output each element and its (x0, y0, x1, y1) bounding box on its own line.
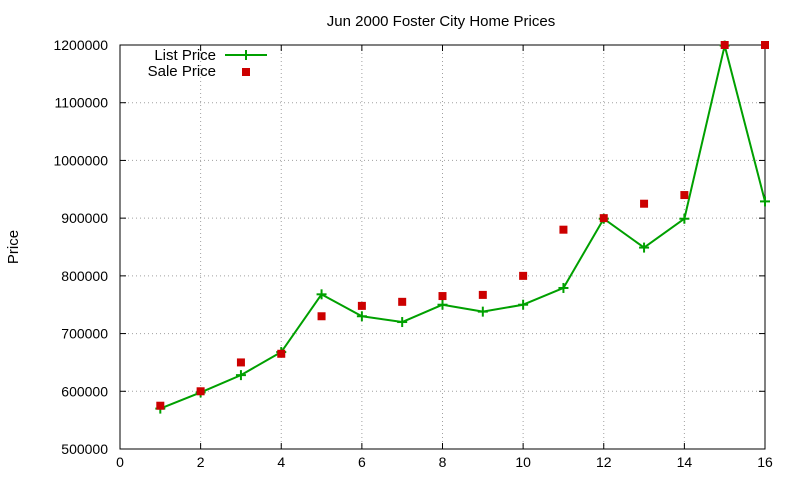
list-price-point (558, 282, 569, 293)
sale-price-point (438, 292, 447, 301)
y-tick-label: 1000000 (53, 152, 108, 168)
y-tick-label: 1200000 (53, 37, 108, 53)
list-price-line (159, 44, 766, 410)
axes (119, 44, 766, 450)
list-price-point (477, 306, 488, 317)
list-price-point (437, 299, 448, 310)
y-tick-label: 1100000 (55, 95, 109, 111)
sale-price-point (519, 271, 528, 280)
sale-price-point (277, 349, 286, 358)
chart-title: Jun 2000 Foster City Home Prices (327, 13, 555, 30)
list-price-point (397, 317, 408, 328)
x-tick-label: 12 (596, 454, 612, 470)
x-tick-labels: 0 2 4 6 8 10 12 14 16 (116, 454, 773, 470)
sale-price-point (599, 214, 608, 223)
x-tick-label: 16 (757, 454, 773, 470)
y-axis-label: Price (5, 230, 22, 264)
sale-price-point (761, 41, 769, 49)
list-price-point (518, 299, 529, 310)
grid-lines (120, 45, 765, 449)
y-tick-label: 900000 (61, 210, 108, 226)
legend-label-list-price: List Price (154, 47, 216, 64)
list-price-point (679, 213, 690, 224)
legend-marker-list-price (241, 50, 251, 60)
sale-price-point (317, 312, 326, 321)
y-tick-label: 800000 (61, 268, 108, 284)
sale-price-point (559, 225, 568, 234)
x-tick-label: 6 (358, 454, 366, 470)
y-tick-label: 500000 (61, 441, 108, 457)
y-tick-label: 600000 (61, 383, 108, 399)
x-tick-label: 0 (116, 454, 124, 470)
legend: List Price Sale Price (148, 47, 267, 80)
y-tick-labels: 500000 600000 700000 800000 900000 1000000 110… (53, 37, 108, 457)
list-price-point (235, 370, 246, 381)
x-tick-label: 8 (439, 454, 447, 470)
list-price-point (760, 196, 770, 207)
x-tick-label: 2 (197, 454, 205, 470)
sale-price-point (478, 290, 487, 299)
sale-price-point (156, 401, 165, 410)
list-price-point (356, 311, 367, 322)
sale-price-point (680, 191, 689, 200)
sale-price-point (357, 301, 366, 310)
y-tick-label: 700000 (61, 326, 108, 342)
list-price-point (316, 289, 327, 300)
list-price-point (639, 242, 650, 253)
plot-frame (119, 44, 766, 450)
series (155, 40, 770, 414)
sale-price-point (196, 387, 205, 396)
x-tick-label: 4 (277, 454, 285, 470)
legend-marker-sale-price (242, 68, 250, 76)
x-tick-label: 10 (515, 454, 531, 470)
sale-price-point (640, 199, 649, 208)
sale-price-point (236, 358, 245, 367)
sale-price-point (398, 297, 407, 306)
legend-label-sale-price: Sale Price (148, 63, 216, 80)
x-tick-label: 14 (677, 454, 693, 470)
sale-price-point (720, 41, 729, 49)
